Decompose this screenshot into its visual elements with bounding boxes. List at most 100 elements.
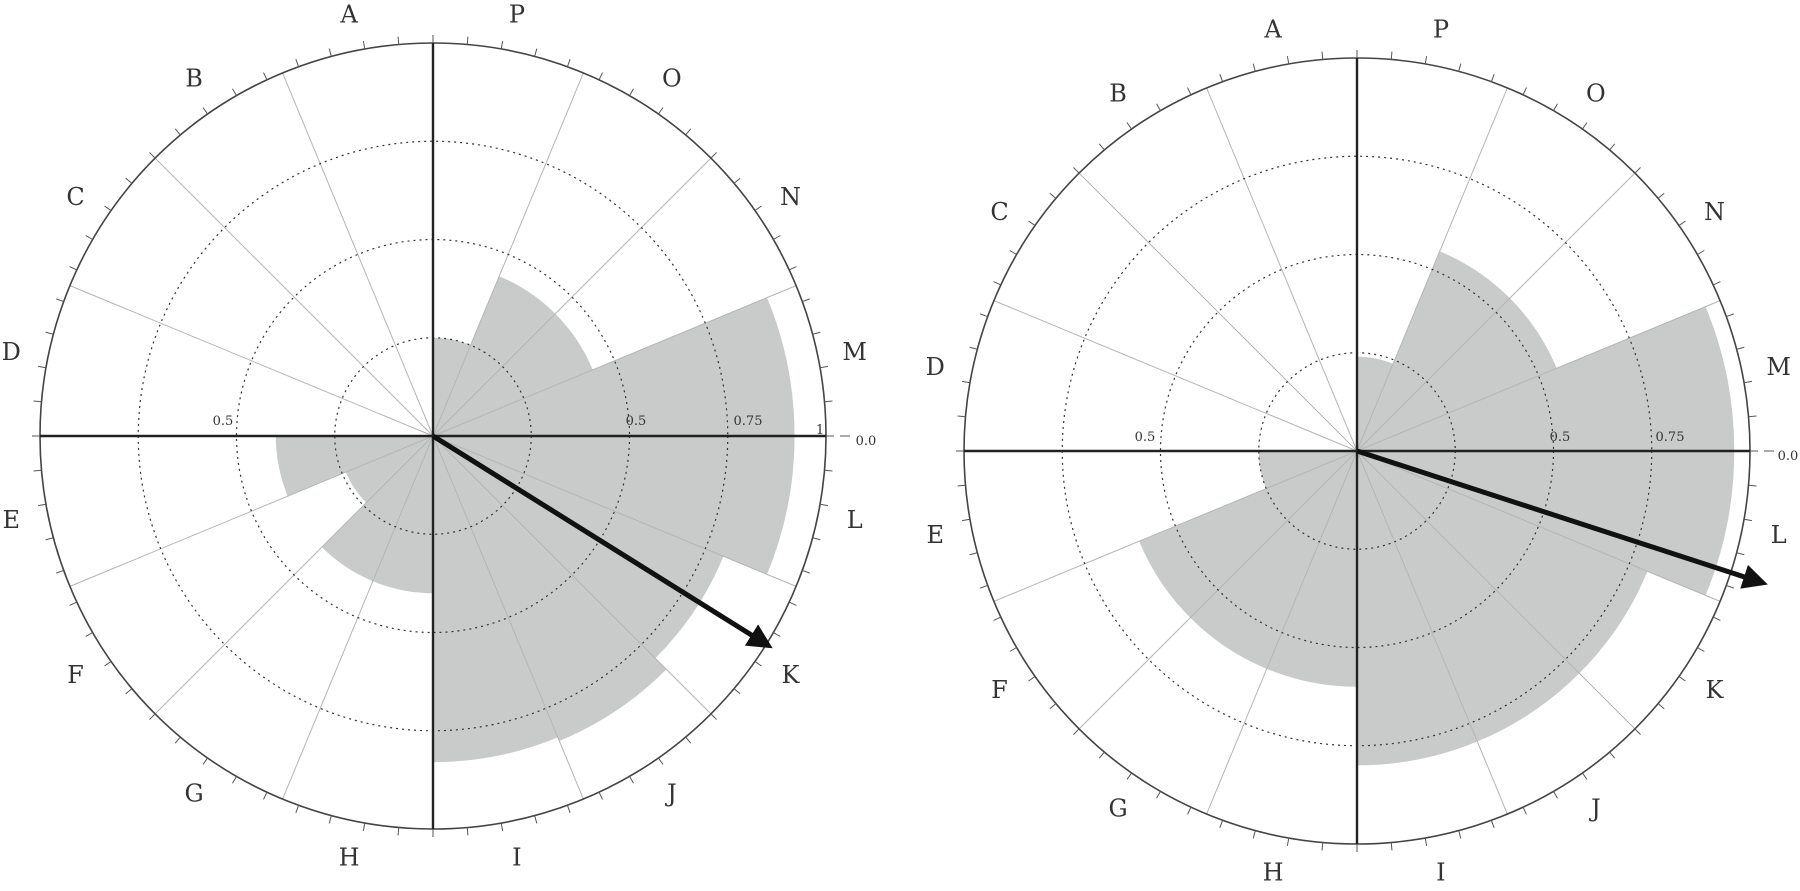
edge-tick	[1009, 250, 1017, 255]
edge-tick	[362, 41, 366, 50]
direction-label: O	[662, 65, 682, 93]
direction-label: D	[926, 353, 945, 381]
direction-label: N	[780, 183, 801, 211]
edge-tick	[1286, 837, 1290, 846]
edge-tick	[500, 41, 504, 50]
edge-tick	[812, 537, 821, 541]
edge-tick	[733, 688, 741, 695]
edge-tick	[1490, 74, 1495, 82]
direction-label: G	[185, 780, 204, 808]
radial-tick-label: 1	[816, 423, 824, 438]
petal-G	[321, 436, 433, 582]
direction-label: M	[842, 338, 867, 366]
edge-tick	[629, 88, 634, 96]
petal-P	[433, 337, 471, 436]
edge-tick	[1490, 820, 1495, 828]
edge-tick	[1219, 74, 1224, 82]
direction-label: F	[67, 661, 84, 689]
edge-tick	[500, 822, 504, 831]
direction-label: K	[1706, 676, 1725, 704]
direction-label: H	[339, 844, 360, 872]
petal-G	[1190, 451, 1357, 669]
edge-tick	[773, 235, 781, 240]
edge-tick	[1126, 772, 1132, 780]
petal-K	[433, 436, 724, 659]
edge-tick	[980, 313, 988, 318]
grid	[956, 50, 1774, 852]
edge-tick	[962, 518, 971, 522]
edge-tick	[962, 380, 971, 384]
edge-tick	[733, 177, 741, 184]
edge-tick	[69, 601, 78, 606]
edge-tick	[1028, 676, 1036, 682]
radial-tick-label: 0.75	[734, 414, 763, 429]
edge-tick	[125, 688, 133, 695]
petal-I	[1357, 451, 1478, 766]
edge-tick	[1390, 51, 1393, 60]
radial-tick-label: 0.0	[1778, 449, 1799, 464]
edge-tick	[1634, 167, 1641, 174]
radial-tick-label: 0.5	[213, 414, 234, 429]
edge-tick	[202, 757, 208, 765]
spoke	[432, 435, 584, 800]
edge-tick	[773, 632, 781, 637]
edge-tick	[685, 128, 692, 136]
edge-tick	[819, 365, 828, 369]
edge-tick	[1028, 220, 1036, 226]
direction-label: E	[3, 506, 21, 534]
edge-tick	[56, 298, 64, 303]
edge-tick	[397, 827, 400, 836]
edge-tick	[802, 298, 810, 303]
petal-O	[1357, 251, 1510, 451]
direction-label: D	[2, 338, 21, 366]
direction-label: F	[991, 676, 1008, 704]
edge-tick	[1697, 250, 1705, 255]
edge-tick	[598, 791, 603, 800]
edge-tick	[263, 791, 268, 800]
edge-tick	[1522, 87, 1527, 96]
direction-label: O	[1586, 80, 1606, 108]
direction-label: B	[1109, 80, 1127, 108]
edge-tick	[56, 569, 64, 574]
edge-tick	[993, 281, 1002, 286]
rose-chart-left: A B C D E F G H I J K L M N O P 0.5 0.5 0.75 1 0.0	[2, 0, 877, 871]
rose-chart-right: A B C D E F G H I J K L M N O P 0.5 0.5 0.75 0.0	[926, 15, 1799, 886]
edge-tick	[85, 235, 93, 240]
petal-F	[1139, 451, 1357, 618]
edge-tick	[1609, 143, 1616, 151]
petal-O	[433, 276, 556, 436]
edge-tick	[1098, 143, 1105, 151]
edge-tick	[202, 107, 208, 115]
edge-tick	[969, 346, 978, 350]
petal-K	[1357, 451, 1648, 674]
direction-label: A	[1263, 15, 1282, 43]
edge-tick	[263, 72, 268, 81]
edge-tick	[1286, 56, 1290, 65]
edge-tick	[1219, 820, 1224, 828]
edge-tick	[1049, 703, 1057, 710]
mean-vector	[1356, 448, 1768, 589]
direction-label: N	[1704, 198, 1725, 226]
petal-M	[433, 297, 795, 436]
edge-tick	[328, 48, 332, 57]
edge-tick	[658, 757, 664, 765]
edge-tick	[629, 776, 634, 784]
edge-tick	[1009, 647, 1017, 652]
edge-tick	[1726, 313, 1734, 318]
edge-tick	[1743, 518, 1752, 522]
direction-label: C	[66, 183, 84, 211]
edge-tick	[295, 59, 300, 67]
radial-tick-label: 0.5	[1550, 430, 1571, 445]
edge-tick	[69, 266, 78, 271]
radial-tick-labels: 0.5 0.5 0.75 1 0.0	[213, 414, 877, 449]
edge-tick	[149, 152, 156, 159]
spoke	[69, 285, 434, 437]
edge-tick	[1678, 220, 1686, 226]
edge-tick	[1187, 806, 1192, 815]
edge-tick	[754, 205, 762, 211]
edge-tick	[174, 128, 181, 136]
direction-labels: A B C D E F G H I J K L M N O P	[2, 0, 867, 871]
edge-tick	[1726, 584, 1734, 589]
edge-tick	[1748, 415, 1757, 418]
edge-tick	[566, 805, 571, 813]
